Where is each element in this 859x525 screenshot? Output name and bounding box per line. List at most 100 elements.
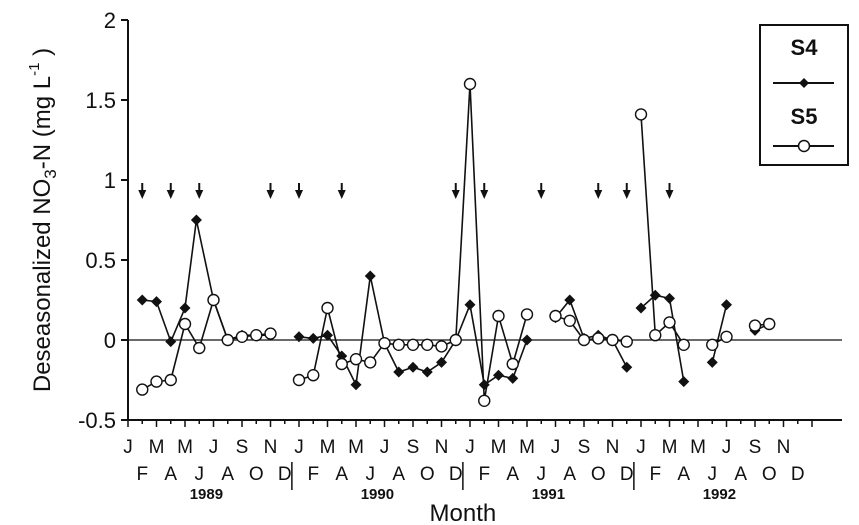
series-s5 xyxy=(136,77,776,407)
x-tick-label-bottom: O xyxy=(762,464,777,485)
year-label: 1992 xyxy=(703,486,736,503)
data-point-s4 xyxy=(678,376,690,388)
x-tick-label-bottom: D xyxy=(449,464,463,485)
data-point-s4 xyxy=(635,302,647,314)
y-tick-label: 1.5 xyxy=(85,88,116,113)
x-tick-label-top: M xyxy=(177,437,193,458)
y-axis-title-main: Deseasonalized NO xyxy=(29,179,56,392)
x-tick-label-bottom: A xyxy=(677,464,690,485)
data-point-s4 xyxy=(421,366,433,378)
x-tick-label-top: M xyxy=(348,437,364,458)
data-point-s5 xyxy=(307,369,320,382)
data-point-s4 xyxy=(564,294,576,306)
x-tick-label-bottom: J xyxy=(195,464,205,485)
x-tick-label-top: J xyxy=(294,437,304,458)
data-point-s5 xyxy=(577,333,591,347)
data-point-s4 xyxy=(165,336,177,348)
data-point-s4 xyxy=(350,379,362,391)
x-tick-label-top: M xyxy=(320,437,336,458)
x-tick-label-top: M xyxy=(519,437,535,458)
data-point-s5 xyxy=(706,338,719,351)
data-point-s5 xyxy=(763,317,776,331)
data-point-s4 xyxy=(190,214,202,226)
data-point-s4 xyxy=(364,270,376,282)
x-tick-label-bottom: O xyxy=(420,464,435,485)
x-axis-title: Month xyxy=(430,500,497,525)
data-point-s5 xyxy=(193,341,206,355)
y-axis-title-rest: -N (mg L xyxy=(29,76,56,169)
data-point-s5 xyxy=(634,108,648,121)
x-tick-label-top: M xyxy=(690,437,706,458)
data-point-s4 xyxy=(136,294,148,306)
data-point-s5 xyxy=(136,383,149,396)
y-tick-label: 0.5 xyxy=(85,248,116,273)
sampling-arrow-head xyxy=(195,190,204,199)
data-point-s5 xyxy=(677,338,690,351)
data-point-s5 xyxy=(292,373,306,387)
x-tick-label-bottom: A xyxy=(164,464,177,485)
x-tick-label-bottom: A xyxy=(221,464,234,485)
x-tick-label-bottom: J xyxy=(537,464,547,485)
data-point-s4 xyxy=(293,331,305,343)
data-point-s4 xyxy=(307,332,319,344)
x-tick-label-bottom: A xyxy=(506,464,519,485)
sampling-arrow-head xyxy=(665,190,674,199)
x-tick-label-bottom: A xyxy=(563,464,576,485)
data-point-s5 xyxy=(435,340,448,353)
data-point-s4 xyxy=(407,361,419,373)
data-point-s5 xyxy=(478,394,491,407)
x-tick-label-top: S xyxy=(407,437,420,458)
data-point-s4 xyxy=(521,334,533,346)
series-line-s5 xyxy=(640,114,685,346)
data-point-s5 xyxy=(506,357,519,371)
data-point-s5 xyxy=(592,332,605,345)
legend-marker-s5 xyxy=(797,139,811,153)
y-tick-label: 2 xyxy=(104,8,116,33)
data-point-s4 xyxy=(464,299,476,311)
y-axis-title: Deseasonalized NO3-N (mg L-1 ) xyxy=(26,48,60,392)
data-point-s5 xyxy=(492,309,505,323)
data-point-s5 xyxy=(649,329,662,342)
series-line-s4 xyxy=(554,298,628,368)
x-tick-label-top: N xyxy=(264,437,278,458)
data-point-s5 xyxy=(250,329,263,342)
x-axis-labels: J M M J S N J M M J S N J M M J S N J M M J S NF A J A O D F A J A O D F A J A… xyxy=(123,437,804,503)
legend-label-s4: S4 xyxy=(791,35,819,60)
data-point-s4 xyxy=(721,299,732,311)
x-tick-label-bottom: F xyxy=(649,464,661,485)
sampling-arrows xyxy=(138,183,674,199)
y-axis-title-superscript: -1 xyxy=(26,63,43,76)
data-point-s5 xyxy=(406,338,420,351)
series-line-s4 xyxy=(711,304,728,363)
data-point-s5 xyxy=(663,316,676,329)
x-tick-label-top: M xyxy=(662,437,678,458)
data-point-s5 xyxy=(235,330,249,343)
data-point-s5 xyxy=(392,338,405,351)
data-point-s5 xyxy=(606,333,619,347)
x-tick-label-bottom: A xyxy=(392,464,405,485)
sampling-arrow-head xyxy=(138,190,147,199)
x-tick-label-top: J xyxy=(465,437,475,458)
x-tick-label-top: S xyxy=(236,437,249,458)
data-point-s5 xyxy=(264,327,277,340)
x-tick-label-bottom: F xyxy=(478,464,490,485)
data-point-s5 xyxy=(520,308,534,321)
x-tick-label-top: J xyxy=(722,437,732,458)
x-tick-label-bottom: O xyxy=(249,464,264,485)
data-point-s5 xyxy=(321,301,334,315)
x-tick-label-top: M xyxy=(149,437,165,458)
data-point-s5 xyxy=(620,335,633,348)
sampling-arrow-head xyxy=(451,190,460,199)
data-point-s4 xyxy=(493,369,504,381)
data-point-s5 xyxy=(221,333,234,347)
x-tick-label-top: N xyxy=(777,437,791,458)
year-label: 1991 xyxy=(532,486,565,503)
x-tick-label-top: J xyxy=(123,437,133,458)
legend-label-s5: S5 xyxy=(791,104,818,129)
y-tick-label: 0 xyxy=(104,328,116,353)
data-point-s5 xyxy=(421,338,434,351)
sampling-arrow-head xyxy=(337,190,346,199)
sampling-arrow-head xyxy=(594,190,603,199)
x-tick-label-bottom: J xyxy=(366,464,376,485)
sampling-arrow-head xyxy=(537,190,546,199)
